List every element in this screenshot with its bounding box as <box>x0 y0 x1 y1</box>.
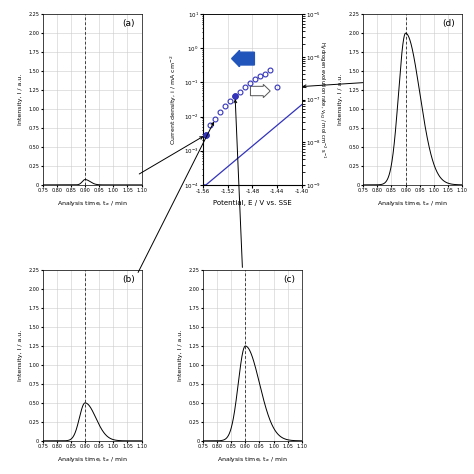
FancyArrow shape <box>250 84 270 98</box>
Text: (a): (a) <box>122 19 135 28</box>
Text: (c): (c) <box>283 275 295 284</box>
X-axis label: Analysis time, t$_a$ / min: Analysis time, t$_a$ / min <box>377 199 448 208</box>
X-axis label: Potential, E / V vs. SSE: Potential, E / V vs. SSE <box>213 200 292 206</box>
X-axis label: Analysis time, t$_a$ / min: Analysis time, t$_a$ / min <box>217 455 288 464</box>
FancyArrow shape <box>232 51 255 67</box>
Text: (d): (d) <box>442 19 455 28</box>
Y-axis label: Intensity, I / a.u.: Intensity, I / a.u. <box>178 330 183 381</box>
Y-axis label: Intensity, I / a.u.: Intensity, I / a.u. <box>338 74 343 125</box>
Text: (b): (b) <box>122 275 135 284</box>
X-axis label: Analysis time, t$_a$ / min: Analysis time, t$_a$ / min <box>57 455 128 464</box>
Y-axis label: Current density, i / mA cm$^{-2}$: Current density, i / mA cm$^{-2}$ <box>168 55 179 145</box>
X-axis label: Analysis time, t$_a$ / min: Analysis time, t$_a$ / min <box>57 199 128 208</box>
Y-axis label: Hydrogen evolution rate, v$_{H2}$ / mol cm$^{-2}$ s$^{-1}$: Hydrogen evolution rate, v$_{H2}$ / mol … <box>317 41 328 158</box>
Y-axis label: Intensity, I / a.u.: Intensity, I / a.u. <box>18 74 23 125</box>
Y-axis label: Intensity, I / a.u.: Intensity, I / a.u. <box>18 330 23 381</box>
